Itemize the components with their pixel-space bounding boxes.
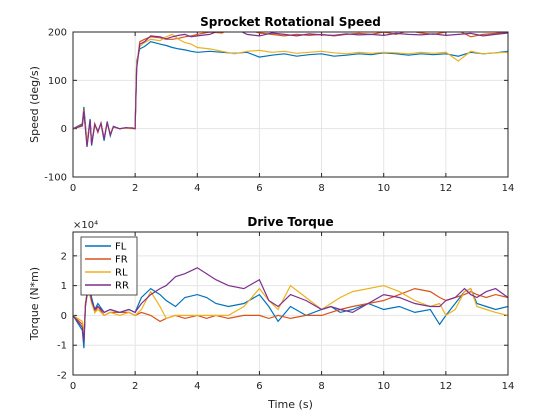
x-tick-label: 14 [502,381,515,392]
x-tick-label: 0 [70,183,76,194]
x-tick-label: 14 [502,183,515,194]
y-axis-exponent: ×10⁴ [73,220,98,231]
y-axis-label: Speed (deg/s) [28,66,41,143]
legend-label-rl: RL [115,268,128,279]
chart-title: Drive Torque [247,215,333,229]
y-tick-label: 1 [61,281,67,292]
x-tick-label: 6 [256,183,262,194]
y-tick-label: 2 [61,251,67,262]
chart-title: Sprocket Rotational Speed [200,15,381,29]
y-tick-label: 0 [61,124,67,135]
x-tick-label: 2 [132,381,138,392]
x-tick-label: 8 [318,381,324,392]
x-tick-label: 10 [377,183,390,194]
y-tick-label: 0 [61,311,67,322]
x-tick-label: 4 [194,381,200,392]
y-tick-label: -1 [57,341,67,352]
x-tick-label: 8 [318,183,324,194]
series-line-rl [73,284,508,334]
y-tick-label: 100 [48,76,67,87]
legend-label-fr: FR [115,255,128,266]
x-tick-label: 2 [132,183,138,194]
y-tick-label: -100 [44,173,67,184]
axes-frame [72,231,509,376]
legend-label-rr: RR [115,281,129,292]
x-axis-label: Time (s) [267,398,313,411]
x-tick-label: 4 [194,183,200,194]
x-tick-label: 12 [439,381,452,392]
series-line-fl [73,279,508,349]
legend-label-fl: FL [115,242,127,253]
x-tick-label: 10 [377,381,390,392]
x-tick-label: 6 [256,381,262,392]
x-tick-label: 12 [439,183,452,194]
series-line-fr [73,285,508,340]
plot-area [73,32,508,177]
series-line-4 [73,32,508,148]
axes-frame [72,31,509,178]
y-tick-label: -2 [57,371,67,382]
series-line-rr [73,267,508,343]
y-tick-label: 200 [48,28,67,39]
y-axis-label: Torque (N*m) [28,267,41,341]
x-tick-label: 0 [70,381,76,392]
